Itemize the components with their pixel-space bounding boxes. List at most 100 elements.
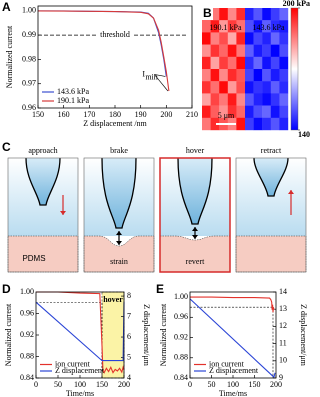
heatmap-cell <box>227 81 237 94</box>
heatmap-cell <box>279 8 289 21</box>
y2-tick-label: 14 <box>279 287 287 296</box>
substrate-label: PDMS <box>22 254 45 263</box>
heatmap-cell <box>219 44 228 57</box>
substrate <box>7 235 79 273</box>
heatmap-cell <box>270 44 280 57</box>
x-tick-label: 0 <box>188 380 192 389</box>
heatmap-cell <box>236 32 246 45</box>
heatmap-cell <box>227 93 237 106</box>
heatmap-cell <box>253 105 263 118</box>
y-axis-label: Normalized current <box>159 303 168 366</box>
heatmap-cell <box>279 81 289 94</box>
heatmap-cell <box>236 8 246 21</box>
highlight-region <box>101 291 125 379</box>
heatmap-cell <box>270 105 280 118</box>
heatmap-cell <box>262 93 271 106</box>
x-tick-label: 50 <box>208 380 216 389</box>
heatmap-cell <box>245 93 254 106</box>
pipette <box>101 157 137 229</box>
heatmap-cell <box>253 8 263 21</box>
heatmap-cell <box>262 20 271 33</box>
heatmap-cell <box>262 8 271 21</box>
heatmap-cell <box>253 117 263 131</box>
heatmap-cell <box>245 8 254 21</box>
heatmap-cell <box>279 117 289 131</box>
panel-letter: A <box>2 0 11 14</box>
legend-label: ion current <box>209 359 245 368</box>
arrow-head <box>192 227 198 231</box>
y2-tick-label: 13 <box>279 304 287 313</box>
heatmap-cell <box>202 81 211 94</box>
legend-label: Z displacement <box>55 366 105 375</box>
x-tick-label: 0 <box>34 380 38 389</box>
colorbar-label: 140 <box>298 130 310 139</box>
y2-tick-label: 6 <box>127 332 131 341</box>
heatmap-cell <box>245 20 254 33</box>
series-line <box>189 298 276 379</box>
x-tick-label: 190 <box>135 110 147 119</box>
heatmap-cell <box>219 105 228 118</box>
y-tick-label: 1.00 <box>174 292 188 301</box>
colorbar-label: 200 kPa <box>283 0 310 8</box>
x-tick-label: 210 <box>186 110 198 119</box>
y-tick-label: 0.97 <box>22 79 36 88</box>
heatmap-cell <box>219 69 228 82</box>
y-tick-label: 0.99 <box>22 30 36 39</box>
heatmap-cell <box>245 117 254 131</box>
x-axis-label: Time/ms <box>66 389 94 397</box>
heatmap-cell <box>279 32 289 45</box>
annotation-sub: min <box>145 72 157 81</box>
heatmap-cell <box>236 69 246 82</box>
y-axis-label: Normalized current <box>4 303 13 366</box>
heatmap-cell <box>210 56 220 70</box>
heatmap-cell <box>236 105 246 118</box>
heatmap-cell <box>245 81 254 94</box>
legend-label: 190.1 kPa <box>57 96 89 105</box>
heatmap-cell <box>245 69 254 82</box>
heatmap-cell <box>262 44 271 57</box>
panel-letter: B <box>203 6 212 20</box>
series-line <box>190 296 275 313</box>
heatmap-cell <box>210 105 220 118</box>
y2-tick-label: 10 <box>279 356 287 365</box>
heatmap-cell <box>270 8 280 21</box>
y2-axis-label: Z displacement/μm <box>299 304 308 367</box>
heatmap-cell <box>219 56 228 70</box>
heatmap-cell <box>279 69 289 82</box>
heatmap-cell <box>236 20 246 33</box>
x-tick-label: 200 <box>118 380 130 389</box>
y-tick-label: 1.00 <box>20 287 34 296</box>
x-tick-label: 180 <box>109 110 121 119</box>
legend-label: ion current <box>55 359 91 368</box>
heatmap-cell <box>262 32 271 45</box>
figure: threshold 150 160 170 180 190 200 210 0.96 0.97 0.… <box>2 0 310 397</box>
colorbar <box>290 7 299 131</box>
arrow-head <box>116 241 122 245</box>
y2-tick-label: 7 <box>127 311 131 320</box>
heatmap-cell <box>210 32 220 45</box>
y-tick-label: 0.88 <box>20 351 34 360</box>
heatmap-cell <box>245 32 254 45</box>
series-line <box>36 291 125 374</box>
heatmap-cell <box>210 44 220 57</box>
y-tick-label: 0.88 <box>174 353 188 362</box>
y2-tick-label: 9 <box>279 373 283 382</box>
panel-letter: C <box>2 140 11 154</box>
series-line <box>38 10 167 77</box>
substrate <box>159 235 231 273</box>
pipette <box>253 157 289 197</box>
step-label: approach <box>28 146 57 155</box>
y-axis-label: Normalized current <box>5 25 14 88</box>
heatmap-cell <box>270 117 280 131</box>
heatmap-cell <box>210 81 220 94</box>
legend-label: Z displacement <box>209 366 259 375</box>
heatmap-cell <box>227 105 237 118</box>
x-tick-label: 150 <box>249 380 261 389</box>
x-tick-label: 100 <box>74 380 86 389</box>
heatmap-cell <box>270 69 280 82</box>
step-label: hover <box>186 146 205 155</box>
heatmap-cell <box>236 117 246 131</box>
heatmap-cell <box>202 44 211 57</box>
heatmap-cell <box>236 81 246 94</box>
heatmap-cell <box>270 20 280 33</box>
